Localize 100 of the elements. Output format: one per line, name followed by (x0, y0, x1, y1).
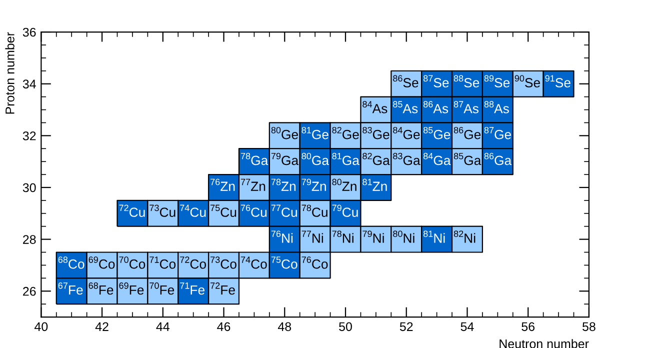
data-label: 74 (240, 256, 250, 263)
category-label: Co (251, 259, 267, 269)
category-label: Cu (160, 208, 176, 217)
data-label: 76 (240, 204, 250, 212)
category-label: Ga (434, 156, 451, 166)
category-label: Fe (221, 285, 235, 295)
category-label: Ga (403, 156, 420, 166)
x-tick-label: 54 (460, 322, 474, 332)
data-label: 86 (424, 101, 433, 108)
data-label: 77 (271, 204, 281, 211)
category-label: Zn (372, 182, 387, 191)
data-label: 77 (302, 230, 311, 237)
category-label: Fe (69, 285, 83, 295)
data-label: 81 (424, 230, 433, 237)
category-label: Co (312, 259, 328, 269)
data-label: 84 (424, 152, 433, 160)
category-label: Se (403, 78, 418, 88)
data-label: 85 (424, 126, 433, 134)
x-axis-title: Neutron number (500, 339, 589, 348)
data-label: 68 (58, 256, 68, 263)
category-label: Ni (312, 233, 323, 243)
data-label: 79 (271, 152, 281, 160)
data-label: 80 (271, 126, 281, 134)
data-label: 82 (332, 126, 342, 134)
category-label: As (464, 104, 479, 114)
data-label: 76 (302, 256, 312, 263)
category-label: Zn (342, 182, 356, 191)
x-tick-label: 40 (34, 322, 48, 332)
data-label: 70 (150, 282, 159, 289)
category-label: Fe (130, 285, 144, 295)
category-label: Se (434, 78, 449, 88)
category-label: Co (220, 259, 236, 269)
category-label: Cu (190, 208, 206, 217)
data-label: 84 (362, 101, 372, 108)
category-label: Ni (404, 233, 414, 243)
category-label: As (494, 104, 509, 114)
data-label: 73 (210, 256, 220, 263)
data-label: 86 (393, 75, 402, 82)
data-label: 86 (484, 152, 494, 160)
data-label: 81 (362, 178, 372, 186)
category-label: Ge (464, 130, 481, 140)
data-label: 79 (302, 178, 311, 186)
data-label: 80 (332, 178, 342, 186)
x-tick-label: 52 (400, 322, 413, 332)
category-label: Cu (251, 208, 267, 217)
data-label: 80 (393, 230, 402, 237)
category-label: Ni (373, 233, 384, 243)
category-label: Cu (282, 208, 297, 217)
data-label: 87 (454, 101, 464, 108)
data-label: 83 (362, 126, 372, 134)
data-label: 73 (150, 204, 159, 212)
data-label: 74 (180, 204, 190, 211)
category-label: Zn (312, 182, 326, 191)
category-label: Ni (464, 233, 476, 243)
y-tick-label: 32 (22, 131, 36, 140)
category-label: Cu (129, 208, 145, 217)
category-label: Ge (312, 130, 328, 140)
category-label: As (433, 104, 448, 114)
x-tick-label: 50 (339, 322, 352, 332)
y-tick-label: 26 (23, 286, 36, 296)
data-label: 80 (302, 152, 312, 160)
category-label: Ge (372, 130, 390, 140)
category-label: Ga (251, 156, 268, 166)
data-label: 89 (484, 75, 494, 82)
category-label: Ge (434, 130, 450, 140)
category-label: Ge (494, 130, 512, 140)
y-tick-label: 30 (22, 183, 36, 192)
category-label: Cu (312, 208, 328, 217)
x-tick-label: 46 (217, 322, 230, 332)
category-label: Ge (342, 130, 359, 140)
category-label: Se (494, 78, 510, 88)
y-tick-label: 36 (22, 28, 36, 37)
data-label: 91 (545, 75, 554, 82)
category-label: Ni (282, 233, 293, 243)
data-label: 88 (484, 101, 494, 108)
category-label: Ge (282, 130, 298, 140)
data-label: 67 (58, 282, 68, 289)
data-label: 68 (88, 282, 98, 289)
y-tick-label: 28 (23, 235, 36, 244)
category-label: Ga (464, 156, 482, 166)
category-label: Co (68, 259, 84, 269)
data-label: 76 (271, 230, 281, 237)
data-label: 82 (362, 152, 372, 160)
category-label: Fe (99, 285, 114, 295)
category-label: Ni (342, 233, 354, 243)
data-label: 83 (393, 152, 402, 160)
data-label: 72 (210, 282, 220, 289)
data-label: 85 (393, 101, 402, 108)
data-label: 79 (332, 204, 342, 212)
category-label: Fe (160, 285, 174, 295)
category-label: Co (160, 259, 176, 269)
data-label: 76 (210, 178, 220, 186)
category-label: As (372, 104, 388, 114)
category-label: Zn (281, 182, 296, 191)
data-label: 72 (180, 256, 190, 263)
data-label: 90 (514, 75, 524, 82)
data-label: 71 (180, 282, 190, 289)
data-label: 85 (454, 152, 464, 160)
category-label: Co (190, 259, 206, 269)
category-label: Ge (403, 130, 420, 140)
